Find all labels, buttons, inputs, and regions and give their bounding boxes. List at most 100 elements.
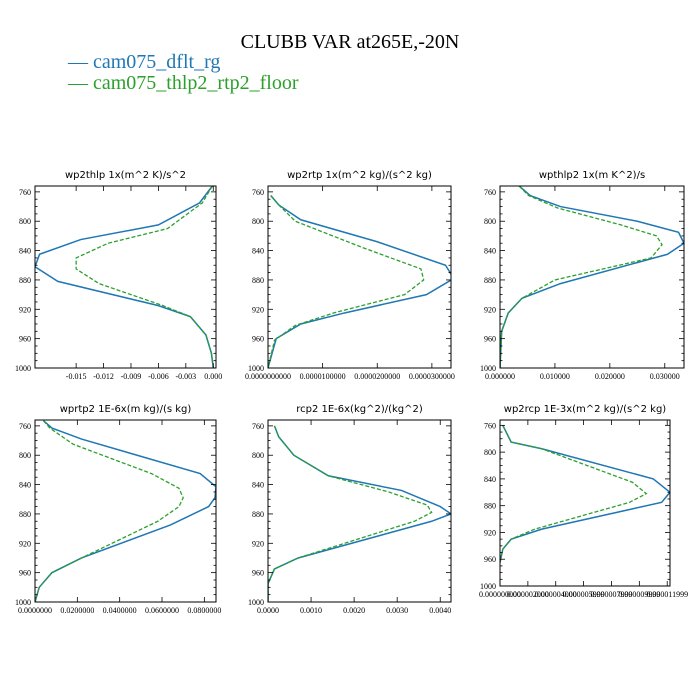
- plot-frame: [499, 419, 671, 587]
- y-tick-label: 920: [19, 539, 31, 548]
- y-tick-label: 1000: [480, 582, 496, 591]
- plot-frame: [499, 185, 685, 369]
- y-tick-label: 1000: [480, 364, 496, 373]
- y-tick-label: 760: [252, 188, 264, 197]
- panel-title: wp2thlp 1x(m^2 K)/s^2: [65, 170, 186, 181]
- legend-dash-floor: —: [67, 72, 93, 94]
- x-tick-label: 0.0800000: [187, 606, 221, 615]
- y-tick-label: 800: [252, 217, 264, 226]
- x-tick-label: 0.0000: [257, 606, 279, 615]
- x-tick-label: 0.0000000: [18, 606, 52, 615]
- x-tick-label: 0.000: [204, 372, 222, 381]
- y-tick-label: 920: [252, 305, 264, 314]
- plot-frame: [34, 185, 217, 369]
- y-tick-label: 880: [19, 510, 31, 519]
- y-tick-label: 840: [484, 247, 496, 256]
- y-tick-label: 960: [19, 335, 31, 344]
- y-tick-label: 960: [252, 335, 264, 344]
- y-tick-label: 800: [484, 217, 496, 226]
- x-tick-label: -0.009: [121, 372, 142, 381]
- x-tick-label: 0.000007999: [590, 590, 632, 599]
- y-tick-label: 920: [252, 539, 264, 548]
- panel-2: wp2rtp 1x(m^2 kg)/(s^2 kg) 760 800 840 880 92…: [245, 170, 455, 381]
- y-tick-label: 800: [252, 451, 264, 460]
- panel-title: rcp2 1E-6x(kg^2)/(kg^2): [296, 404, 423, 415]
- legend-label-floor: cam075_thlp2_rtp2_floor: [93, 72, 299, 94]
- panel-6: wp2rcp 1E-3x(m^2 kg)/(s^2 kg) 760 800 840 88…: [479, 404, 688, 599]
- series-group: [500, 425, 670, 563]
- x-tick-label: -0.015: [66, 372, 87, 381]
- y-tick-label: 800: [484, 448, 496, 457]
- series-group: [35, 420, 216, 602]
- panel-title: wpthlp2 1x(m K^2)/s: [539, 170, 645, 181]
- x-tick-label: 0.000002000: [507, 590, 549, 599]
- plot-frame: [267, 419, 452, 603]
- y-tick-label: 880: [484, 502, 496, 511]
- x-tick-label: 0.0400000: [103, 606, 137, 615]
- y-tick-label: 840: [252, 247, 264, 256]
- y-tick-label: 760: [19, 422, 31, 431]
- y-tick-label: 880: [19, 276, 31, 285]
- y-tick-label: 1000: [15, 364, 31, 373]
- series-line-floor: [268, 195, 425, 368]
- x-tick-label: 0.030000: [650, 372, 680, 381]
- panel-4: wprtp2 1E-6x(m kg)/(s kg) 760 800 840 880 920…: [15, 404, 221, 615]
- legend-label-dflt: cam075_dflt_rg: [93, 51, 220, 73]
- series-line-floor: [75, 186, 214, 368]
- panel-3: wpthlp2 1x(m K^2)/s 760 800 840 880 920 960 100…: [480, 170, 685, 381]
- y-tick-label: 920: [484, 528, 496, 537]
- series-group: [35, 186, 215, 368]
- legend-item-dflt: — cam075_dflt_rg: [67, 51, 220, 73]
- y-tick-label: 920: [484, 305, 496, 314]
- x-tick-label: 0.000009999: [618, 590, 660, 599]
- y-tick-label: 1000: [248, 364, 264, 373]
- legend-item-floor: — cam075_thlp2_rtp2_floor: [67, 72, 299, 94]
- series-line-floor: [268, 425, 433, 602]
- x-tick-label: 0.020000: [595, 372, 625, 381]
- y-tick-label: 880: [484, 276, 496, 285]
- y-tick-label: 800: [19, 451, 31, 460]
- y-tick-label: 840: [19, 247, 31, 256]
- panel-title: wp2rtp 1x(m^2 kg)/(s^2 kg): [287, 170, 432, 181]
- plot-frame: [34, 419, 217, 603]
- y-tick-label: 840: [19, 481, 31, 490]
- x-tick-label: 0.0040: [429, 606, 451, 615]
- x-tick-label: -0.012: [93, 372, 114, 381]
- y-tick-label: 960: [484, 555, 496, 564]
- panel-title: wp2rcp 1E-3x(m^2 kg)/(s^2 kg): [504, 404, 667, 415]
- panel-1: wp2thlp 1x(m^2 K)/s^2 760 800 840 880 920 960 1…: [15, 170, 222, 381]
- y-tick-label: 960: [484, 335, 496, 344]
- series-line-floor: [35, 420, 184, 602]
- x-tick-label: 0.0000200000: [354, 372, 400, 381]
- y-tick-label: 1000: [15, 598, 31, 607]
- panels: wp2thlp 1x(m^2 K)/s^2 760 800 840 880 920 960 1…: [15, 170, 688, 615]
- y-tick-label: 960: [19, 569, 31, 578]
- x-tick-label: 0.0200000: [60, 606, 94, 615]
- legend-dash-dflt: —: [67, 51, 93, 73]
- x-tick-label: 0.0600000: [145, 606, 179, 615]
- x-tick-label: 0.000000000: [479, 590, 521, 599]
- x-tick-label: 0.000005999: [563, 590, 605, 599]
- panel-5: rcp2 1E-6x(kg^2)/(kg^2) 760 800 840 880 920 96…: [248, 404, 452, 615]
- y-tick-label: 880: [252, 510, 264, 519]
- y-tick-label: 840: [252, 481, 264, 490]
- y-tick-label: 960: [252, 569, 264, 578]
- legend: — cam075_dflt_rg — cam075_thlp2_rtp2_flo…: [67, 51, 299, 94]
- y-tick-label: 800: [19, 217, 31, 226]
- x-tick-label: -0.006: [148, 372, 169, 381]
- series-line-dflt: [500, 186, 684, 368]
- series-line-floor: [500, 425, 648, 563]
- y-tick-label: 1000: [248, 598, 264, 607]
- x-tick-label: 0.0000100000: [300, 372, 346, 381]
- x-tick-label: 0.0000300000: [409, 372, 455, 381]
- x-tick-label: 0.0000000000: [245, 372, 291, 381]
- panel-title: wprtp2 1E-6x(m kg)/(s kg): [60, 404, 192, 415]
- x-tick-label: 0.010000: [540, 372, 570, 381]
- x-tick-label: 0.0020: [343, 606, 365, 615]
- x-tick-label: 0.000011999: [646, 590, 688, 599]
- y-tick-label: 760: [252, 422, 264, 431]
- y-tick-label: 760: [19, 188, 31, 197]
- y-tick-label: 920: [19, 305, 31, 314]
- plot-frame: [267, 185, 452, 369]
